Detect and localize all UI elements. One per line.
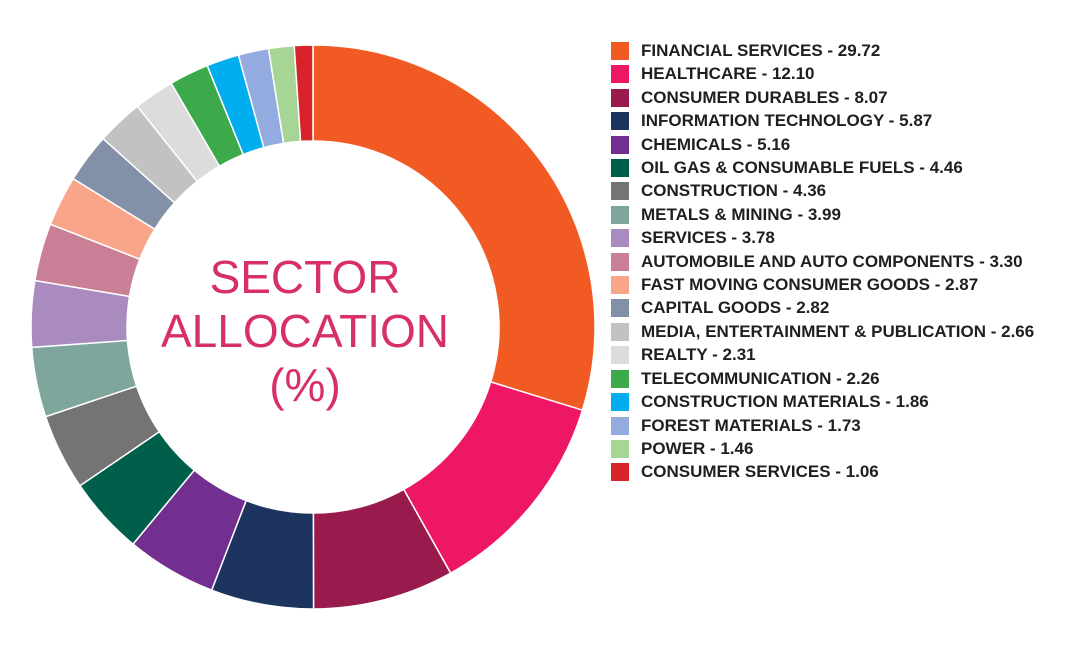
legend-swatch-1 <box>611 65 629 84</box>
legend-item-6: CONSTRUCTION - 4.36 <box>611 179 1056 202</box>
legend-label-7: METALS & MINING - 3.99 <box>641 204 841 224</box>
pie-slice-18 <box>293 44 314 143</box>
legend-label-0: FINANCIAL SERVICES - 29.72 <box>641 41 881 60</box>
legend-label-11: CAPITAL GOODS - 2.82 <box>641 298 830 318</box>
legend-item-9: AUTOMOBILE AND AUTO COMPONENTS - 3.30 <box>611 250 1056 273</box>
legend-swatch-6 <box>611 182 629 201</box>
legend-item-8: SERVICES - 3.78 <box>611 226 1056 249</box>
chart-legend: FINANCIAL SERVICES - 29.72 HEALTHCARE - 1… <box>611 39 1056 484</box>
legend-item-18: CONSUMER SERVICES - 1.06 <box>611 460 1056 483</box>
legend-item-7: METALS & MINING - 3.99 <box>611 203 1056 226</box>
legend-item-0: FINANCIAL SERVICES - 29.72 <box>611 39 1056 62</box>
legend-label-2: CONSUMER DURABLES - 8.07 <box>641 87 888 107</box>
legend-label-14: TELECOMMUNICATION - 2.26 <box>641 368 880 388</box>
legend-label-9: AUTOMOBILE AND AUTO COMPONENTS - 3.30 <box>641 251 1023 271</box>
legend-swatch-13 <box>611 346 629 365</box>
legend-swatch-17 <box>611 439 629 458</box>
legend-swatch-7 <box>611 205 629 224</box>
legend-label-10: FAST MOVING CONSUMER GOODS - 2.87 <box>641 275 979 295</box>
legend-swatch-0 <box>611 42 629 60</box>
legend-item-11: CAPITAL GOODS - 2.82 <box>611 296 1056 319</box>
legend-item-14: TELECOMMUNICATION - 2.26 <box>611 367 1056 390</box>
legend-swatch-14 <box>611 369 629 388</box>
legend-label-13: REALTY - 2.31 <box>641 345 756 365</box>
legend-label-1: HEALTHCARE - 12.10 <box>641 64 815 84</box>
legend-label-3: INFORMATION TECHNOLOGY - 5.87 <box>641 111 933 131</box>
chart-title-line-3: (%) <box>269 359 341 411</box>
legend-swatch-12 <box>611 322 629 341</box>
legend-swatch-5 <box>611 159 629 178</box>
chart-title-line-2: ALLOCATION <box>161 305 449 357</box>
legend-item-2: CONSUMER DURABLES - 8.07 <box>611 86 1056 109</box>
legend-label-8: SERVICES - 3.78 <box>641 228 775 248</box>
legend-item-5: OIL GAS & CONSUMABLE FUELS - 4.46 <box>611 156 1056 179</box>
legend-item-10: FAST MOVING CONSUMER GOODS - 2.87 <box>611 273 1056 296</box>
legend-item-3: INFORMATION TECHNOLOGY - 5.87 <box>611 109 1056 132</box>
legend-swatch-10 <box>611 276 629 295</box>
chart-title-line-1: SECTOR <box>209 251 401 303</box>
legend-label-17: POWER - 1.46 <box>641 438 754 458</box>
legend-item-1: HEALTHCARE - 12.10 <box>611 62 1056 85</box>
legend-item-4: CHEMICALS - 5.16 <box>611 133 1056 156</box>
legend-swatch-8 <box>611 229 629 248</box>
legend-swatch-15 <box>611 393 629 412</box>
legend-swatch-16 <box>611 416 629 435</box>
legend-label-12: MEDIA, ENTERTAINMENT & PUBLICATION - 2.6… <box>641 321 1035 341</box>
pie-slice-0 <box>312 44 596 412</box>
legend-label-5: OIL GAS & CONSUMABLE FUELS - 4.46 <box>641 158 963 178</box>
chart-title: SECTOR ALLOCATION (%) <box>135 250 475 412</box>
legend-item-17: POWER - 1.46 <box>611 437 1056 460</box>
legend-item-16: FOREST MATERIALS - 1.73 <box>611 414 1056 437</box>
legend-swatch-3 <box>611 112 629 131</box>
legend-label-15: CONSTRUCTION MATERIALS - 1.86 <box>641 392 929 412</box>
legend-swatch-11 <box>611 299 629 318</box>
legend-label-16: FOREST MATERIALS - 1.73 <box>641 415 861 435</box>
legend-swatch-4 <box>611 135 629 154</box>
legend-label-4: CHEMICALS - 5.16 <box>641 134 791 154</box>
legend-item-15: CONSTRUCTION MATERIALS - 1.86 <box>611 390 1056 413</box>
legend-item-13: REALTY - 2.31 <box>611 343 1056 366</box>
legend-label-18: CONSUMER SERVICES - 1.06 <box>641 462 879 482</box>
legend-swatch-9 <box>611 252 629 271</box>
legend-swatch-18 <box>611 463 629 482</box>
legend-label-6: CONSTRUCTION - 4.36 <box>641 181 827 201</box>
legend-swatch-2 <box>611 88 629 107</box>
legend-item-12: MEDIA, ENTERTAINMENT & PUBLICATION - 2.6… <box>611 320 1056 343</box>
